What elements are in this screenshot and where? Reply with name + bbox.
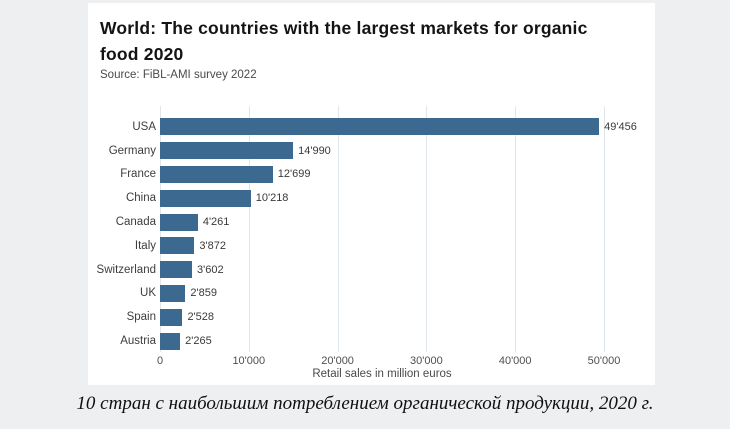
country-label: Spain — [126, 311, 156, 324]
value-label: 2'859 — [190, 287, 217, 300]
country-label: Canada — [115, 216, 156, 229]
chart-title: World: The countries with the largest ma… — [100, 18, 588, 64]
bar — [160, 332, 181, 350]
value-label: 3'602 — [196, 263, 224, 276]
x-tick-label: 0 — [156, 355, 164, 367]
value-label: 10'218 — [255, 192, 289, 205]
value-label: 49'456 — [604, 120, 637, 133]
bar — [160, 213, 198, 231]
figure-caption: 10 стран с наибольшим потреблением орган… — [76, 393, 654, 414]
country-label: Germany — [108, 144, 156, 157]
bar — [160, 142, 294, 160]
bar-row: UK 2'859 — [88, 282, 655, 306]
country-label: UK — [140, 287, 156, 300]
bar-row: Austria 2'265 — [88, 329, 655, 353]
value-label: 12'699 — [277, 168, 311, 181]
value-label: 3'872 — [199, 239, 226, 252]
bar-row: USA 49'456 — [88, 115, 655, 139]
country-label: Austria — [120, 335, 156, 348]
x-tick-label: 30'000 — [410, 355, 443, 367]
bar — [160, 261, 192, 279]
grid-line — [426, 106, 428, 352]
x-tick-label: 20'000 — [321, 355, 354, 367]
bar — [160, 284, 186, 302]
x-tick-label: 10'000 — [232, 355, 266, 367]
grid-line — [604, 106, 605, 352]
bar-row: Switzerland 3'602 — [88, 258, 655, 282]
grid-line — [248, 106, 250, 352]
bar-row: France 12'699 — [88, 163, 655, 187]
bar — [160, 237, 195, 255]
country-label: France — [120, 168, 156, 181]
x-tick-label: 40'000 — [498, 355, 532, 367]
bar-row: Canada 4'261 — [88, 210, 655, 234]
bar-row: China 10'218 — [88, 186, 655, 210]
country-label: Switzerland — [96, 263, 156, 276]
country-label: USA — [132, 120, 156, 133]
country-label: China — [125, 192, 156, 205]
bar-row: Italy 3'872 — [88, 234, 655, 258]
grid-line — [515, 106, 517, 352]
bar — [160, 165, 273, 183]
value-label: 2'265 — [185, 335, 212, 348]
bar — [160, 189, 251, 207]
value-label: 2'528 — [187, 311, 215, 324]
bar-row: Spain 2'528 — [88, 305, 655, 329]
grid-line — [337, 106, 339, 352]
bar — [160, 118, 600, 136]
value-label: 14'990 — [298, 144, 331, 157]
chart-panel: World: The countries with the largest ma… — [88, 3, 655, 385]
bar-row: Germany 14'990 — [88, 139, 655, 163]
x-axis-title: Retail sales in million euros — [312, 368, 452, 380]
bar-rows: USA 49'456 Germany 14'990 France 12'699 China 1… — [88, 115, 655, 353]
bar — [160, 308, 183, 326]
value-label: 4'261 — [202, 216, 230, 229]
chart-source: Source: FiBL-AMI survey 2022 — [100, 69, 257, 81]
x-tick-label: 50'000 — [587, 355, 621, 367]
country-label: Italy — [134, 239, 156, 252]
bar-chart: USA 49'456 Germany 14'990 France 12'699 China 1… — [88, 103, 655, 385]
